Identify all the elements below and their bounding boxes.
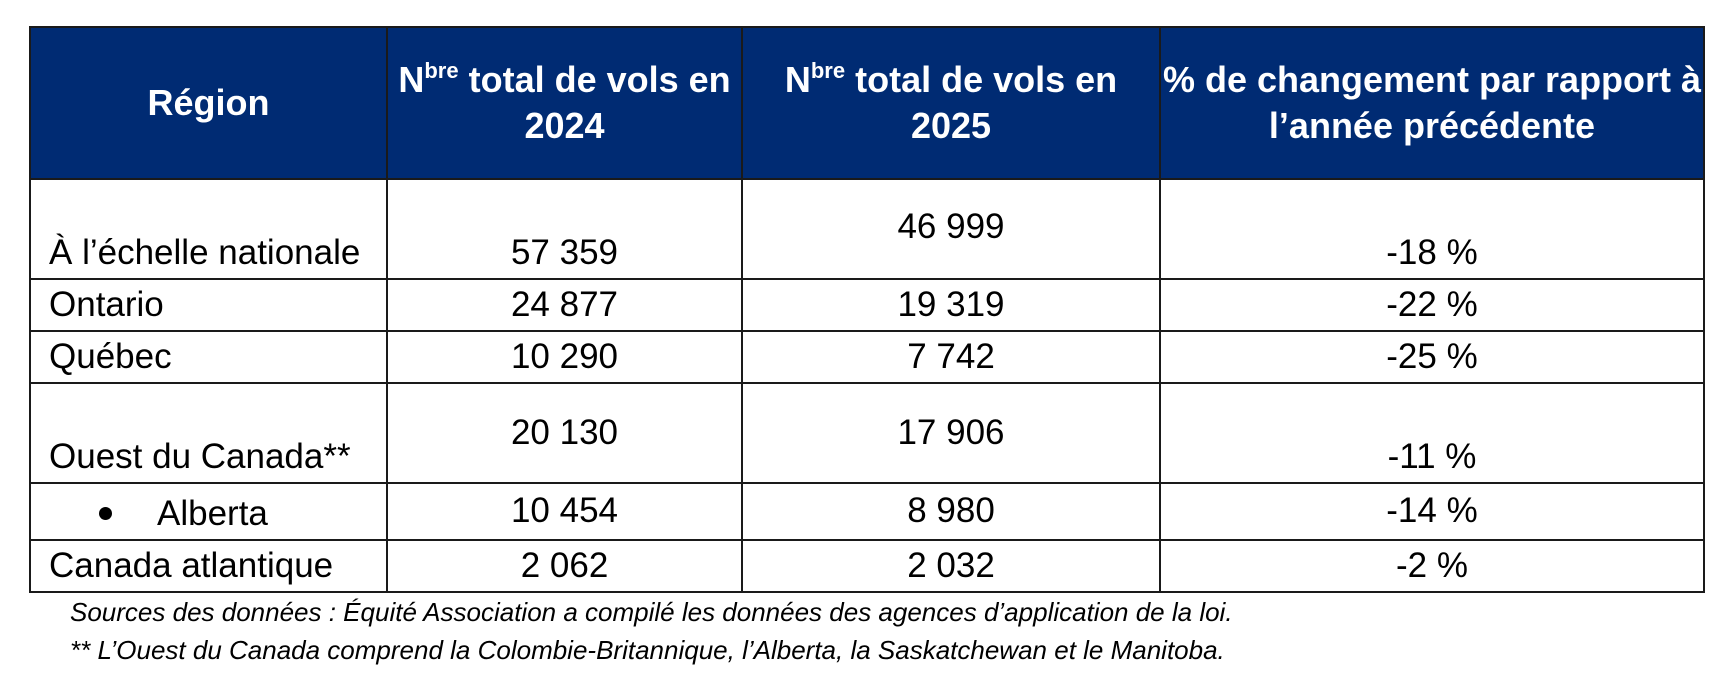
change-cell: -25 % [1159,330,1705,384]
footnote: ** L’Ouest du Canada comprend la Colombi… [70,635,1225,665]
region-cell: Ontario [29,278,388,332]
change-cell: -18 % [1159,178,1705,280]
table-row-western-canada: Ouest du Canada** 20 130 17 906 -11 % [29,382,1705,484]
header-flights-2025: Nbre total de vols en 2025 [741,26,1161,180]
flights-table: Région Nbre total de vols en 2024 Nbre t… [29,26,1705,593]
region-label: Alberta [157,493,268,533]
flights-2025-cell: 46 999 [741,178,1161,280]
region-cell: Ouest du Canada** [29,382,388,484]
flights-2024-cell: 57 359 [386,178,743,280]
table-row-quebec: Québec 10 290 7 742 -25 % [29,330,1705,384]
flights-2025-cell: 7 742 [741,330,1161,384]
header-flights-2024: Nbre total de vols en 2024 [386,26,743,180]
source-note: Sources des données : Équité Association… [70,597,1233,627]
flights-2025-cell: 8 980 [741,482,1161,541]
table-row-ontario: Ontario 24 877 19 319 -22 % [29,278,1705,332]
table-row-atlantic-canada: Canada atlantique 2 062 2 032 -2 % [29,538,1705,593]
table-header-row: Région Nbre total de vols en 2024 Nbre t… [29,26,1705,180]
table-row-national: À l’échelle nationale 57 359 46 999 -18 … [29,178,1705,280]
region-cell: Canada atlantique [29,538,388,593]
table-row-alberta: Alberta 10 454 8 980 -14 % [29,482,1705,541]
flights-2025-cell: 2 032 [741,538,1161,593]
flights-2025-cell: 19 319 [741,278,1161,332]
region-cell: Québec [29,330,388,384]
flights-2024-cell: 10 454 [386,482,743,541]
flights-2024-cell: 24 877 [386,278,743,332]
change-cell: -11 % [1159,382,1705,484]
header-change: % de changement par rapport à l’année pr… [1159,26,1705,180]
table-notes: Sources des données : Équité Association… [70,593,1233,669]
change-cell: -2 % [1159,538,1705,593]
flights-2024-cell: 10 290 [386,330,743,384]
region-cell: À l’échelle nationale [29,178,388,280]
change-cell: -14 % [1159,482,1705,541]
flights-2024-cell: 2 062 [386,538,743,593]
flights-2024-cell: 20 130 [386,382,743,484]
bullet-icon [99,507,112,520]
flights-2025-cell: 17 906 [741,382,1161,484]
header-region: Région [29,26,388,180]
region-cell: Alberta [29,482,388,541]
change-cell: -22 % [1159,278,1705,332]
